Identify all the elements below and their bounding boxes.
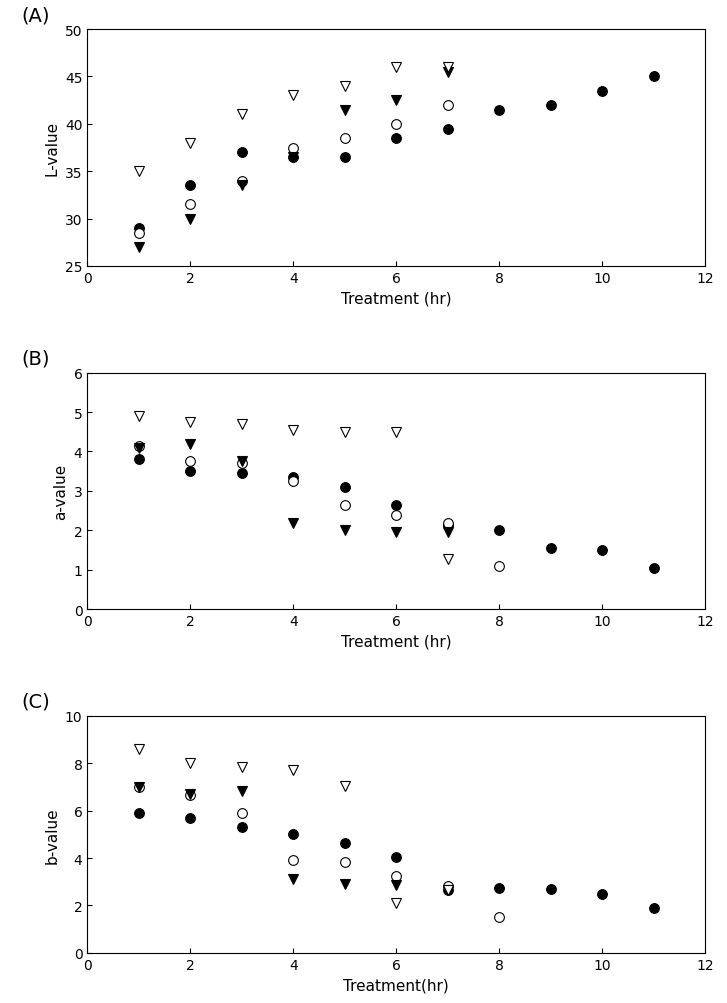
X-axis label: Treatment (hr): Treatment (hr) xyxy=(341,291,451,306)
Y-axis label: b-value: b-value xyxy=(44,806,59,863)
Text: (C): (C) xyxy=(22,692,51,711)
X-axis label: Treatment (hr): Treatment (hr) xyxy=(341,634,451,649)
X-axis label: Treatment(hr): Treatment(hr) xyxy=(343,977,449,992)
Y-axis label: a-value: a-value xyxy=(53,463,68,520)
Y-axis label: L-value: L-value xyxy=(44,120,60,176)
Text: (B): (B) xyxy=(22,349,50,368)
Text: (A): (A) xyxy=(22,6,50,25)
